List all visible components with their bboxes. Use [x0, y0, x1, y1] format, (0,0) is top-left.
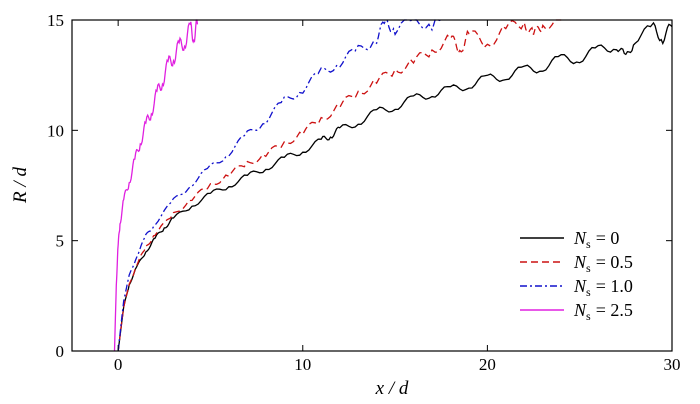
series-line-n-s-2-5 [113, 19, 199, 352]
series-line-n-s-0 [117, 21, 673, 352]
legend-label: Ns = 0.5 [573, 252, 633, 275]
series-layer [113, 19, 673, 352]
legend: Ns = 0Ns = 0.5Ns = 1.0Ns = 2.5 [520, 228, 633, 323]
y-tick-label: 0 [56, 342, 65, 361]
legend-label: Ns = 0 [573, 228, 619, 251]
x-tick-label: 0 [114, 355, 123, 374]
legend-label: Ns = 2.5 [573, 300, 633, 323]
x-axis-label: x / d [375, 378, 409, 399]
y-tick-label: 5 [56, 232, 65, 251]
y-tick-label: 10 [47, 121, 64, 140]
x-tick-label: 30 [664, 355, 681, 374]
plot-frame [71, 19, 673, 352]
y-axis-label: R / d [10, 167, 31, 204]
series-line-n-s-0-5 [117, 19, 562, 352]
y-tick-label: 15 [47, 11, 64, 30]
legend-label: Ns = 1.0 [573, 276, 633, 299]
series-line-n-s-1-0 [117, 19, 442, 352]
ticks-layer: 0 10 20 30 0 5 10 15 [47, 11, 681, 374]
x-tick-label: 10 [294, 355, 311, 374]
x-tick-label: 20 [479, 355, 496, 374]
